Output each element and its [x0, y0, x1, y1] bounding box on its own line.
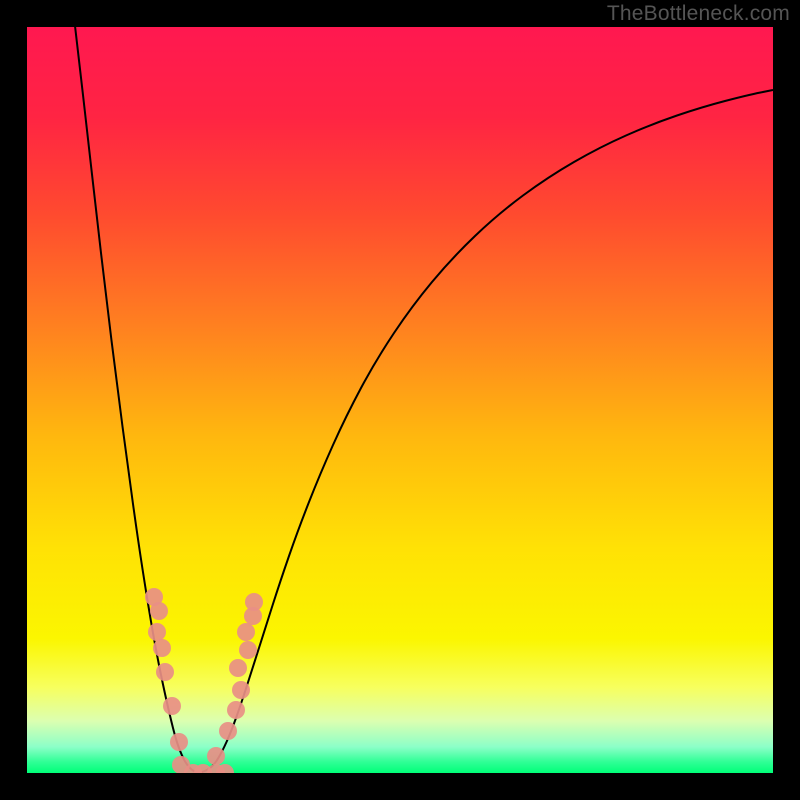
chart-container: TheBottleneck.com: [0, 0, 800, 800]
watermark-text: TheBottleneck.com: [607, 2, 790, 26]
data-marker: [153, 639, 171, 657]
data-marker: [229, 659, 247, 677]
data-marker: [237, 623, 255, 641]
data-marker: [219, 722, 237, 740]
data-marker: [170, 733, 188, 751]
data-marker: [163, 697, 181, 715]
data-marker: [239, 641, 257, 659]
data-marker: [245, 593, 263, 611]
data-marker: [150, 602, 168, 620]
chart-svg: [0, 0, 800, 800]
data-marker: [227, 701, 245, 719]
data-marker: [232, 681, 250, 699]
plot-background: [27, 27, 773, 773]
data-marker: [148, 623, 166, 641]
data-marker: [156, 663, 174, 681]
data-marker: [207, 747, 225, 765]
